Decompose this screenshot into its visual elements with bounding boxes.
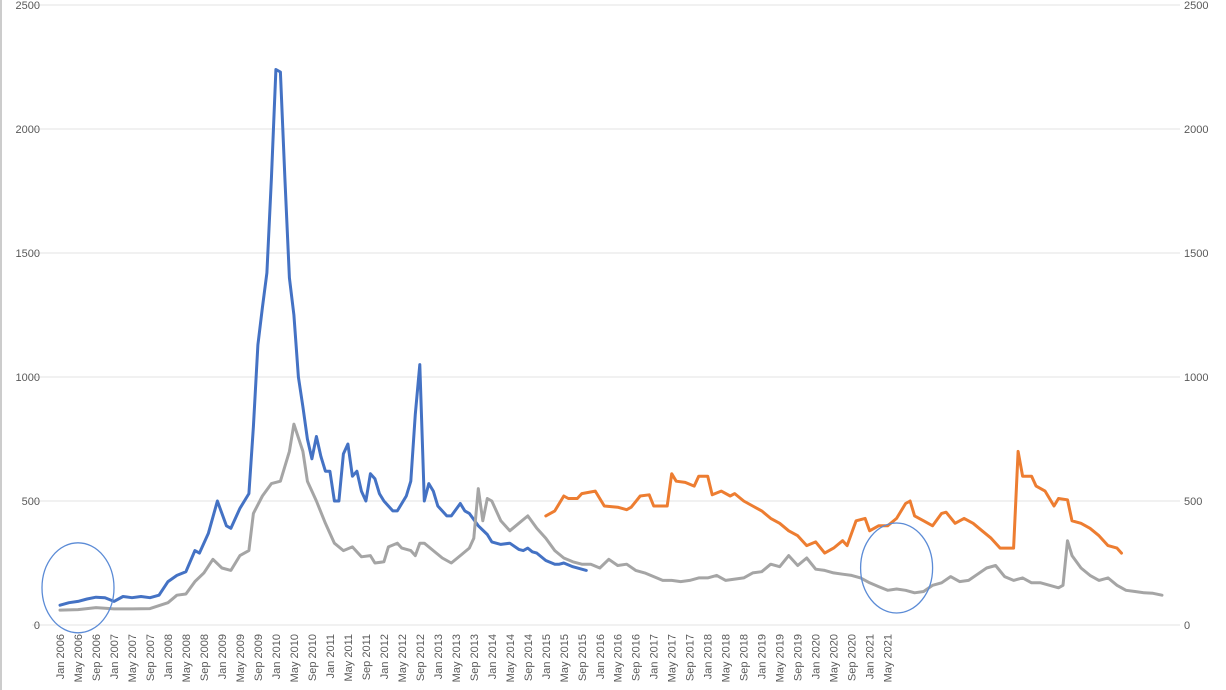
x-tick-label: Jan 2012 <box>379 634 391 679</box>
y-axis-left: 0 500 1000 1500 2000 2500 <box>16 0 40 632</box>
y-tick-label-right: 1500 <box>1184 248 1208 260</box>
x-tick-label: May 2008 <box>181 634 193 682</box>
x-tick-label: Jan 2011 <box>325 634 337 678</box>
x-tick-label: Sep 2006 <box>91 634 103 681</box>
x-tick-label: Sep 2009 <box>253 634 265 681</box>
x-tick-label: Jan 2021 <box>865 634 877 679</box>
x-tick-label: Jan 2018 <box>703 634 715 679</box>
y-axis-right: 0 500 1000 1500 2000 2500 <box>1184 0 1208 632</box>
y-tick-label-right: 2500 <box>1184 0 1208 12</box>
gridlines <box>0 0 1180 690</box>
x-tick-label: May 2012 <box>397 634 409 682</box>
x-tick-label: Sep 2017 <box>685 634 697 681</box>
x-tick-label: May 2019 <box>775 634 787 682</box>
series-line-1 <box>58 68 588 607</box>
x-tick-label: Sep 2019 <box>793 634 805 681</box>
x-tick-label: May 2018 <box>721 634 733 682</box>
annotations <box>41 522 934 634</box>
x-tick-label: Jan 2007 <box>109 634 121 679</box>
y-tick-label-left: 2000 <box>16 124 40 136</box>
x-tick-label: May 2009 <box>235 634 247 682</box>
x-tick-label: Sep 2007 <box>145 634 157 681</box>
x-tick-label: May 2021 <box>883 634 895 682</box>
x-tick-label: May 2010 <box>289 634 301 682</box>
x-tick-label: Sep 2011 <box>361 634 373 680</box>
x-tick-label: Sep 2012 <box>415 634 427 681</box>
x-tick-label: Sep 2016 <box>631 634 643 681</box>
x-tick-label: Sep 2015 <box>577 634 589 681</box>
annotation-ellipse-1 <box>41 542 115 634</box>
x-tick-label: May 2006 <box>73 634 85 682</box>
y-tick-label-right: 500 <box>1184 496 1202 508</box>
y-tick-label-left: 500 <box>22 496 40 508</box>
x-tick-label: Jan 2019 <box>757 634 769 679</box>
x-tick-label: May 2015 <box>559 634 571 682</box>
y-tick-label-right: 0 <box>1184 620 1190 632</box>
y-tick-label-right: 1000 <box>1184 372 1208 384</box>
x-tick-label: Jan 2014 <box>487 634 499 679</box>
annotation-ellipse-2 <box>859 522 934 614</box>
x-tick-label: May 2014 <box>505 634 517 682</box>
y-tick-label-left: 1000 <box>16 372 40 384</box>
x-tick-label: Jan 2013 <box>433 634 445 679</box>
series-line-3 <box>544 449 1123 555</box>
x-tick-label: Jan 2015 <box>541 634 553 679</box>
series-line-2 <box>58 422 1164 612</box>
x-tick-label: Sep 2020 <box>847 634 859 681</box>
x-tick-label: Sep 2013 <box>469 634 481 681</box>
x-tick-label: Sep 2014 <box>523 634 535 681</box>
x-tick-label: Jan 2016 <box>595 634 607 679</box>
x-tick-label: Sep 2008 <box>199 634 211 681</box>
x-tick-label: Jan 2009 <box>217 634 229 679</box>
x-tick-label: Jan 2008 <box>163 634 175 679</box>
x-tick-label: May 2017 <box>667 634 679 682</box>
x-tick-label: Jan 2010 <box>271 634 283 679</box>
x-tick-label: Jan 2006 <box>55 634 67 679</box>
x-tick-label: Jan 2020 <box>811 634 823 679</box>
x-tick-label: May 2013 <box>451 634 463 682</box>
series-lines <box>58 68 1164 612</box>
x-tick-label: May 2020 <box>829 634 841 682</box>
x-tick-label: May 2016 <box>613 634 625 682</box>
x-axis: Jan 2006 May 2006 Sep 2006 Jan 2007 May 2007… <box>55 634 895 682</box>
y-tick-label-right: 2000 <box>1184 124 1208 136</box>
x-tick-label: Sep 2010 <box>307 634 319 681</box>
y-tick-label-left: 1500 <box>16 248 40 260</box>
x-tick-label: May 2011 <box>343 634 355 682</box>
x-tick-label: Sep 2018 <box>739 634 751 681</box>
y-tick-label-left: 0 <box>34 620 40 632</box>
y-tick-label-left: 2500 <box>16 0 40 12</box>
x-tick-label: May 2007 <box>127 634 139 682</box>
x-tick-label: Jan 2017 <box>649 634 661 679</box>
